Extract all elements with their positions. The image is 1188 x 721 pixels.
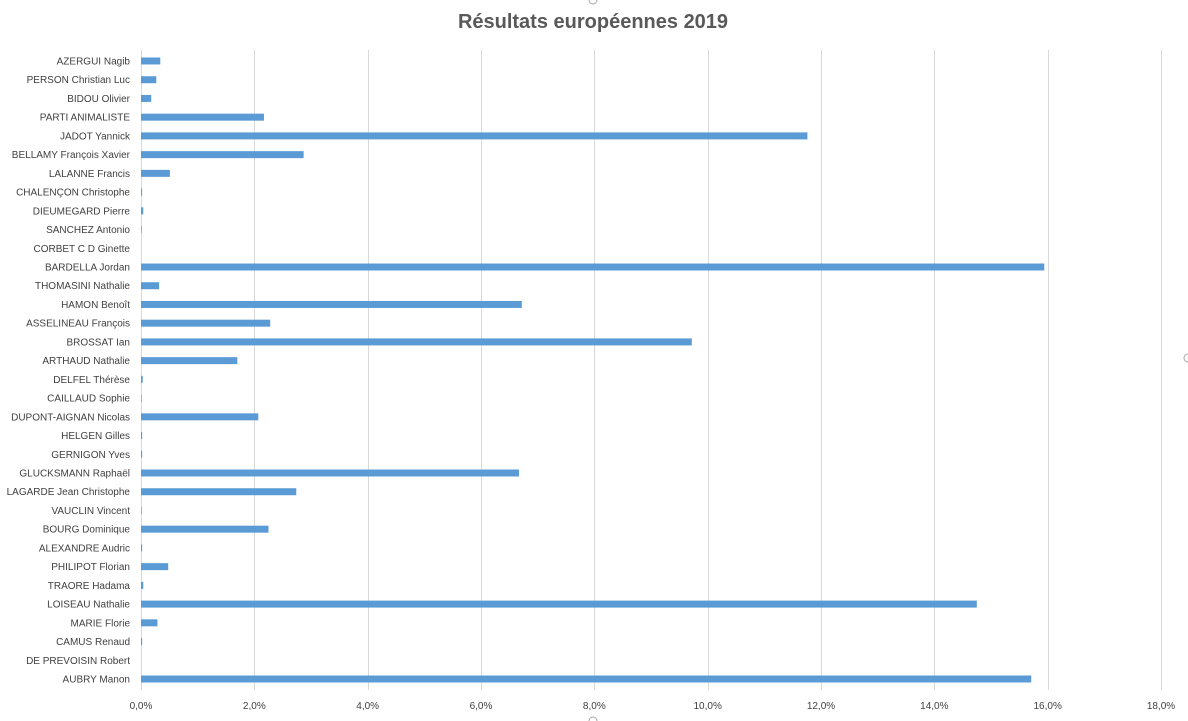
chart-title: Résultats européennes 2019 [458, 11, 728, 33]
bar[interactable] [141, 169, 170, 177]
category-label: ARTHAUD Nathalie [42, 356, 130, 367]
x-tick-label: 2,0% [243, 701, 266, 712]
category-label: DELFEL Thérèse [53, 375, 130, 386]
x-tick-label: 0,0% [130, 701, 153, 712]
resize-handle-top[interactable] [588, 0, 598, 5]
x-tick-label: 14,0% [920, 701, 948, 712]
category-label: MARIE Florie [71, 618, 131, 629]
category-label: SANCHEZ Antonio [46, 225, 130, 236]
bar[interactable] [141, 563, 169, 571]
category-label: DE PREVOISIN Robert [26, 656, 130, 667]
bar[interactable] [141, 432, 143, 440]
x-tick-label: 4,0% [356, 701, 379, 712]
category-label: CAILLAUD Sophie [47, 394, 130, 405]
bar[interactable] [141, 151, 304, 159]
category-label: LOISEAU Nathalie [47, 600, 130, 611]
bar[interactable] [141, 450, 143, 458]
category-label: DUPONT-AIGNAN Nicolas [11, 412, 130, 423]
bar[interactable] [141, 338, 692, 346]
bar[interactable] [141, 57, 161, 65]
category-label: PARTI ANIMALISTE [40, 113, 131, 124]
x-tick-label: 8,0% [583, 701, 606, 712]
category-label: ALEXANDRE Audric [39, 543, 130, 554]
bar[interactable] [141, 581, 144, 589]
category-label: CAMUS Renaud [56, 637, 130, 648]
category-label: GLUCKSMANN Raphaël [19, 469, 130, 480]
bar[interactable] [141, 638, 143, 646]
bar[interactable] [141, 488, 297, 496]
category-label: BOURG Dominique [43, 525, 131, 536]
category-label: CHALENÇON Christophe [16, 188, 130, 199]
category-label: DIEUMEGARD Pierre [33, 206, 131, 217]
resize-handle-bottom[interactable] [588, 716, 598, 721]
bar[interactable] [141, 394, 142, 402]
category-label: HELGEN Gilles [61, 431, 130, 442]
bar[interactable] [141, 600, 977, 608]
bar[interactable] [141, 113, 264, 121]
category-label: PHILIPOT Florian [51, 562, 130, 573]
x-tick-label: 12,0% [807, 701, 835, 712]
bar[interactable] [141, 357, 238, 365]
x-tick-label: 18,0% [1147, 701, 1175, 712]
x-axis-tick-labels: 0,0% 2,0% 4,0% 6,0% 8,0% 10,0% 12,0% 14,0% 16,0%… [130, 701, 1176, 712]
category-label: THOMASINI Nathalie [35, 281, 130, 292]
bar[interactable] [141, 319, 271, 327]
bar[interactable] [141, 375, 143, 383]
category-label: JADOT Yannick [60, 131, 131, 142]
category-label: HAMON Benoît [61, 300, 130, 311]
category-label: GERNIGON Yves [51, 450, 130, 461]
category-label: AZERGUI Nagib [57, 57, 131, 68]
category-label: LAGARDE Jean Christophe [7, 487, 131, 498]
category-label: CORBET C D Ginette [33, 244, 130, 255]
x-tick-label: 16,0% [1033, 701, 1061, 712]
bars [141, 57, 1045, 683]
gridlines [141, 50, 1162, 690]
bar[interactable] [141, 675, 1032, 683]
bar[interactable] [141, 413, 259, 421]
category-label: BARDELLA Jordan [45, 263, 130, 274]
bar[interactable] [141, 300, 522, 308]
bar[interactable] [141, 76, 157, 84]
category-label: VAUCLIN Vincent [51, 506, 130, 517]
bar[interactable] [141, 132, 808, 140]
bar[interactable] [141, 226, 142, 234]
bar[interactable] [141, 207, 144, 215]
selection-handles [588, 0, 1188, 721]
x-tick-label: 6,0% [470, 701, 493, 712]
bar[interactable] [141, 525, 269, 533]
bar[interactable] [141, 469, 519, 477]
category-label: AUBRY Manon [63, 675, 130, 686]
category-label: PERSON Christian Luc [27, 75, 130, 86]
category-label: BELLAMY François Xavier [12, 150, 131, 161]
category-label: BROSSAT Ian [66, 337, 130, 348]
resize-handle-right[interactable] [1183, 353, 1188, 363]
bar[interactable] [141, 188, 143, 196]
category-label: BIDOU Olivier [67, 94, 130, 105]
bar[interactable] [141, 282, 160, 290]
category-label: LALANNE Francis [49, 169, 130, 180]
category-label: TRAORE Hadama [48, 581, 131, 592]
bar[interactable] [141, 544, 143, 552]
bar[interactable] [141, 619, 158, 627]
bar[interactable] [141, 94, 152, 102]
bar[interactable] [141, 263, 1045, 271]
x-tick-label: 10,0% [693, 701, 721, 712]
category-label: ASSELINEAU François [26, 319, 130, 330]
bar[interactable] [141, 506, 142, 514]
category-labels: AZERGUI Nagib PERSON Christian Luc BIDOU O… [7, 57, 131, 686]
